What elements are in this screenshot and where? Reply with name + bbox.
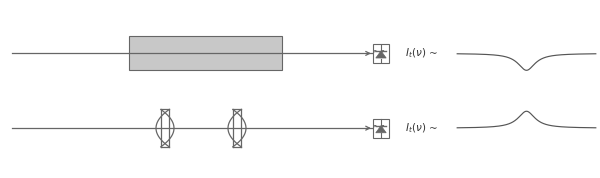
Polygon shape xyxy=(376,126,386,133)
Text: $I_t(\nu)$ ~: $I_t(\nu)$ ~ xyxy=(405,47,438,60)
Bar xyxy=(373,119,389,137)
Polygon shape xyxy=(376,51,386,58)
Bar xyxy=(129,36,282,70)
Bar xyxy=(373,44,389,63)
Text: $I_t(\nu)$ ~: $I_t(\nu)$ ~ xyxy=(405,121,438,135)
